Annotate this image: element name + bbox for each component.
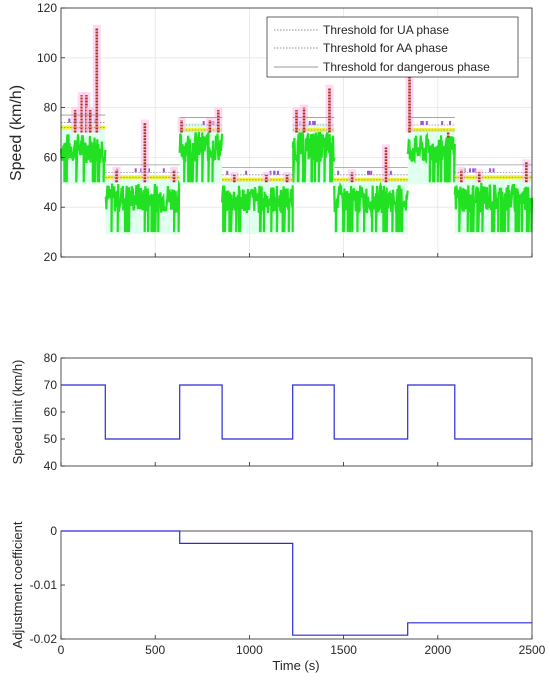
y-tick-label: 70 bbox=[44, 378, 58, 392]
ua-phase-band bbox=[407, 128, 455, 133]
safe-speed-trace bbox=[333, 181, 409, 233]
adjustment-x-ticks: 0 500 1000 1500 2000 2500 bbox=[58, 635, 546, 657]
y-tick-label: 20 bbox=[44, 250, 58, 264]
safe-speed-trace bbox=[59, 134, 107, 183]
ua-phase-band bbox=[292, 128, 335, 133]
speed-axes-box bbox=[60, 7, 533, 258]
x-tick-label: 2500 bbox=[519, 643, 546, 657]
y-tick-label: 60 bbox=[44, 150, 58, 164]
speed-limit-y-axis-label: Speed limit (km/h) bbox=[10, 360, 25, 465]
x-tick-label: 1000 bbox=[236, 643, 263, 657]
adjustment-y-axis-label: Adjustment coefficient bbox=[10, 521, 25, 648]
dangerous-halo bbox=[522, 159, 531, 183]
dangerous-halo bbox=[325, 84, 334, 133]
speed-limit-axes-box bbox=[60, 357, 533, 467]
x-tick-label: 500 bbox=[145, 643, 165, 657]
threshold-lines bbox=[61, 114, 532, 181]
legend-ua-label: Threshold for UA phase bbox=[323, 23, 449, 37]
dangerous-halo bbox=[77, 92, 86, 133]
speed-y-axis-label: Speed (km/h) bbox=[8, 85, 25, 181]
y-tick-label: 50 bbox=[44, 432, 58, 446]
y-tick-label: 40 bbox=[44, 200, 58, 214]
dangerous-halo bbox=[283, 171, 292, 183]
safe-speed-trace bbox=[406, 132, 456, 183]
speed-limit-panel: 40 50 60 70 80 Speed limit (km/h) bbox=[10, 351, 533, 473]
speed-x-ticks bbox=[60, 253, 533, 257]
speed-limit-series-line bbox=[61, 384, 532, 440]
y-tick-label: -0.02 bbox=[30, 632, 58, 646]
y-tick-label: 80 bbox=[44, 101, 58, 115]
x-tick-label: 2000 bbox=[424, 643, 451, 657]
y-tick-label: -0.01 bbox=[30, 578, 58, 592]
y-tick-label: 120 bbox=[37, 1, 57, 15]
speed-data-marks bbox=[59, 24, 534, 235]
speed-limit-y-ticks: 40 50 60 70 80 bbox=[44, 351, 65, 473]
ua-phase-band bbox=[454, 175, 532, 180]
safe-speed-trace bbox=[291, 129, 336, 183]
y-tick-label: 100 bbox=[37, 51, 57, 65]
y-tick-label: 60 bbox=[44, 405, 58, 419]
adjustment-series-line bbox=[61, 530, 532, 636]
dangerous-halo bbox=[230, 171, 239, 183]
y-tick-label: 80 bbox=[44, 351, 58, 365]
y-tick-label: 40 bbox=[44, 459, 58, 473]
adjustment-panel: 0 -0.01 -0.02 0 500 1000 1500 2000 2500 Adjustm… bbox=[10, 521, 546, 673]
time-x-axis-label: Time (s) bbox=[272, 658, 319, 673]
safe-speed-trace bbox=[178, 130, 224, 183]
speed-limit-x-ticks bbox=[60, 462, 533, 466]
y-tick-label: 0 bbox=[50, 524, 57, 538]
safe-speed-trace bbox=[221, 185, 294, 233]
dangerous-halo bbox=[92, 24, 101, 133]
safe-speed-trace bbox=[453, 182, 534, 233]
legend-aa-label: Threshold for AA phase bbox=[323, 41, 448, 55]
ua-phase-band bbox=[222, 177, 293, 182]
safe-speed-trace bbox=[104, 179, 181, 233]
legend-box bbox=[266, 16, 519, 78]
dangerous-halo bbox=[262, 171, 271, 183]
adjustment-y-ticks: 0 -0.01 -0.02 bbox=[30, 524, 65, 646]
legend-dangerous-label: Threshold for dangerous phase bbox=[323, 60, 490, 74]
legend: Threshold for UA phase Threshold for AA … bbox=[266, 16, 519, 78]
speed-y-ticks: 20 40 60 80 100 120 bbox=[37, 1, 65, 264]
x-tick-label: 0 bbox=[58, 643, 65, 657]
speed-panel: 20 40 60 80 100 120 Speed (km/h) Threshold fo… bbox=[8, 1, 534, 264]
x-tick-label: 1500 bbox=[330, 643, 357, 657]
